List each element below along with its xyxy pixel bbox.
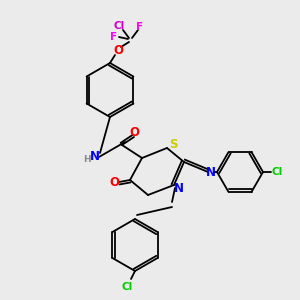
Text: F: F (110, 32, 118, 42)
Text: Cl: Cl (272, 167, 283, 177)
Text: N: N (206, 166, 216, 178)
Text: O: O (113, 44, 123, 56)
Text: O: O (109, 176, 119, 188)
Text: N: N (90, 149, 100, 163)
Text: Cl: Cl (113, 21, 124, 31)
Text: N: N (174, 182, 184, 194)
Text: Cl: Cl (122, 282, 133, 292)
Text: S: S (169, 139, 177, 152)
Text: H: H (83, 155, 91, 164)
Text: O: O (129, 125, 139, 139)
Text: F: F (136, 22, 144, 32)
